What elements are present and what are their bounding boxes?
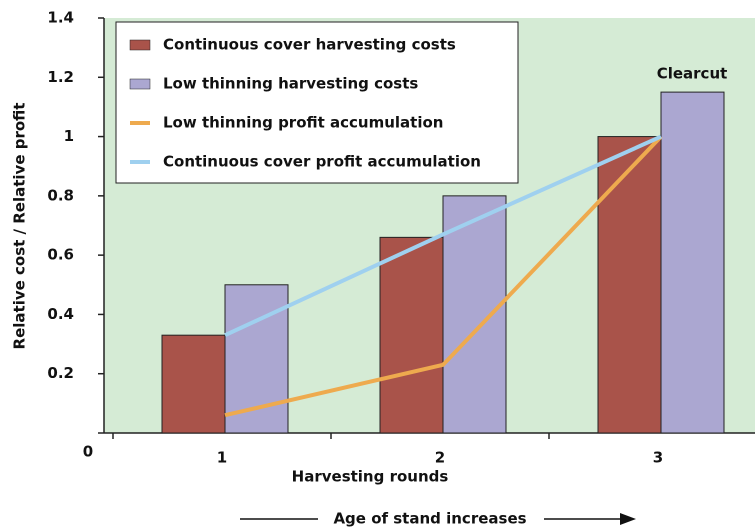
y-tick-label: 0.2 [47,364,74,382]
legend-swatch [129,39,151,51]
x-axis-label: Harvesting rounds [292,468,449,486]
y-axis-label: Relative cost / Relative profit [11,103,29,350]
legend-label: Continuous cover profit accumulation [163,153,481,171]
y-tick-label: 1.2 [47,68,74,86]
bar [161,334,226,434]
y-tick-label: 1.4 [47,9,74,27]
y-tick-label: 0.4 [47,305,74,323]
x-tick-label: 3 [653,449,663,467]
footer-label: Age of stand increases [333,510,526,528]
y-tick-label: 0.6 [47,246,74,264]
bar [224,284,289,434]
legend-label: Low thinning harvesting costs [163,75,418,93]
legend-box [115,21,519,184]
line [224,135,663,418]
bar [597,136,662,434]
line [224,134,662,337]
y-tick-label: 0.8 [47,186,74,204]
bar [379,236,444,434]
arrow-head [620,513,636,525]
bar [442,195,507,434]
legend-label: Low thinning profit accumulation [163,114,443,132]
x-tick-label: 1 [217,449,227,467]
x-tick-label: 2 [435,449,445,467]
legend-label: Continuous cover harvesting costs [163,36,456,54]
legend-swatch [129,78,151,90]
y-tick-label: 1 [64,127,74,145]
annotation: Clearcut [657,65,728,83]
bar [660,91,725,434]
y-tick-label: 0 [83,443,93,461]
